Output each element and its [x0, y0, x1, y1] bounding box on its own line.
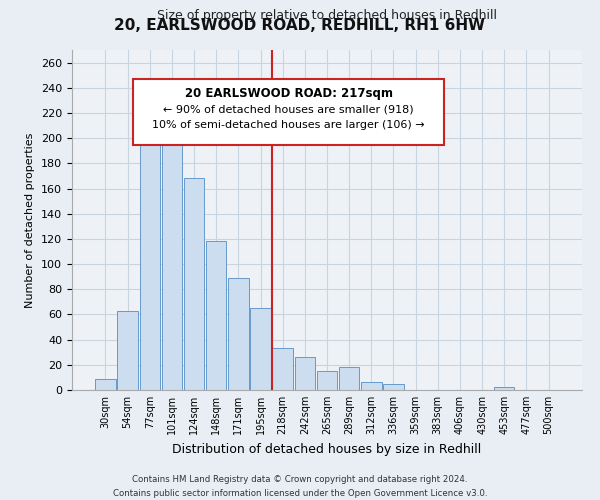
Bar	[184, 178, 204, 390]
Bar	[339, 368, 359, 390]
Bar	[361, 382, 382, 390]
Bar	[140, 132, 160, 390]
Bar	[161, 126, 182, 390]
Text: 10% of semi-detached houses are larger (106) →: 10% of semi-detached houses are larger (…	[152, 120, 425, 130]
Bar	[317, 371, 337, 390]
Bar	[95, 378, 116, 390]
Y-axis label: Number of detached properties: Number of detached properties	[25, 132, 35, 308]
Bar	[383, 384, 404, 390]
Bar	[206, 242, 226, 390]
Text: ← 90% of detached houses are smaller (918): ← 90% of detached houses are smaller (91…	[163, 104, 414, 115]
Bar	[295, 358, 315, 390]
FancyBboxPatch shape	[133, 79, 444, 145]
Text: Contains HM Land Registry data © Crown copyright and database right 2024.
Contai: Contains HM Land Registry data © Crown c…	[113, 476, 487, 498]
Text: 20, EARLSWOOD ROAD, REDHILL, RH1 6HW: 20, EARLSWOOD ROAD, REDHILL, RH1 6HW	[115, 18, 485, 32]
Title: Size of property relative to detached houses in Redhill: Size of property relative to detached ho…	[157, 10, 497, 22]
Bar	[228, 278, 248, 390]
Bar	[272, 348, 293, 390]
X-axis label: Distribution of detached houses by size in Redhill: Distribution of detached houses by size …	[172, 442, 482, 456]
Bar	[250, 308, 271, 390]
Bar	[494, 388, 514, 390]
Bar	[118, 310, 138, 390]
Text: 20 EARLSWOOD ROAD: 217sqm: 20 EARLSWOOD ROAD: 217sqm	[185, 88, 393, 101]
